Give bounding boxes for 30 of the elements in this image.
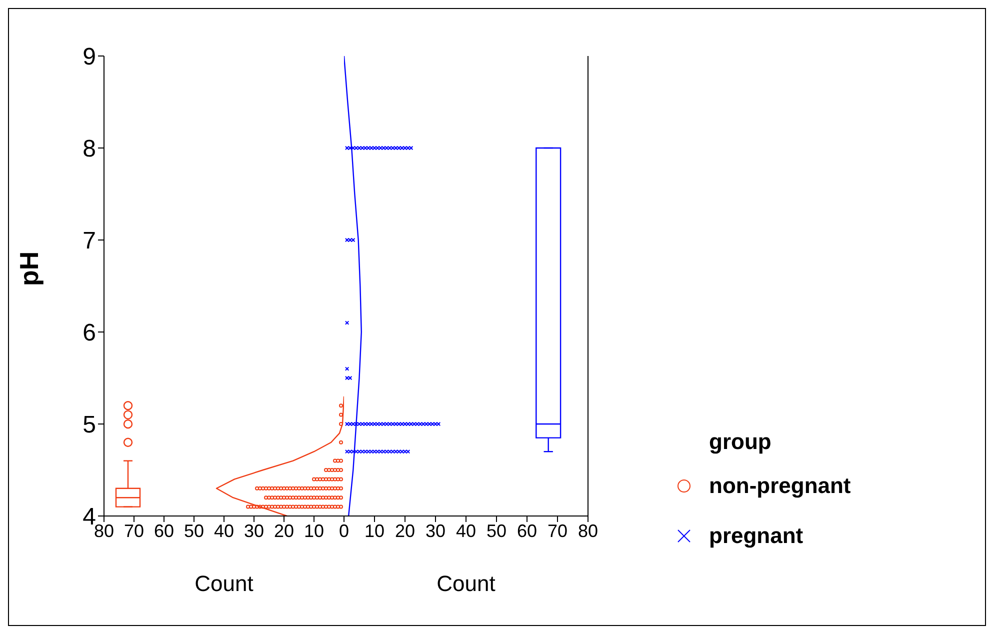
x-tick-label: 30 <box>425 520 446 541</box>
x-tick-label: 60 <box>154 520 174 541</box>
x-tick-label: 70 <box>547 520 568 541</box>
y-tick-label: 9 <box>82 44 96 71</box>
x-tick-label: 50 <box>184 520 204 541</box>
x-tick-label: 40 <box>214 520 234 541</box>
y-tick-label: 7 <box>82 228 96 255</box>
x-tick-label: 20 <box>274 520 294 541</box>
x-tick-label: 0 <box>338 520 350 541</box>
x-tick-label: 40 <box>456 520 476 541</box>
y-tick-label: 8 <box>82 136 96 163</box>
legend-label: non-pregnant <box>709 473 851 499</box>
x-tick-label: 20 <box>394 520 416 541</box>
x-tick-label: 10 <box>364 520 385 541</box>
x-tick-label: 80 <box>94 520 114 541</box>
legend-title: group <box>709 429 772 455</box>
x-axis-title: Count <box>194 571 254 596</box>
x-tick-label: 50 <box>486 520 507 541</box>
x-axis-title: Count <box>436 571 496 596</box>
y-tick-label: 6 <box>82 320 96 347</box>
y-tick-label: 5 <box>82 412 96 439</box>
line-series <box>216 396 344 516</box>
x-tick-label: 70 <box>124 520 144 541</box>
x-tick-label: 10 <box>304 520 324 541</box>
y-tick-label: 4 <box>82 504 96 531</box>
x-tick-label: 60 <box>516 520 538 541</box>
x-tick-label: 80 <box>578 520 598 541</box>
legend-label: pregnant <box>709 523 804 549</box>
y-axis-title: pH <box>14 251 44 286</box>
x-tick-label: 30 <box>244 520 264 541</box>
